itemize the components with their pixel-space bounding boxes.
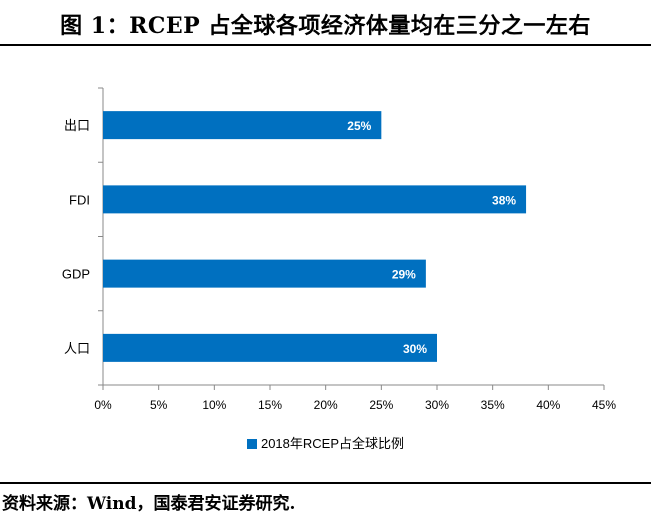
x-tick-label: 30% bbox=[425, 398, 449, 412]
bar bbox=[103, 111, 382, 140]
category-label: FDI bbox=[69, 192, 90, 207]
x-tick-label: 15% bbox=[258, 398, 282, 412]
data-label: 25% bbox=[347, 119, 371, 133]
data-label: 30% bbox=[403, 342, 427, 356]
x-tick-label: 25% bbox=[369, 398, 393, 412]
x-tick-label: 45% bbox=[592, 398, 616, 412]
bar bbox=[103, 185, 527, 214]
legend-label: 2018年RCEP占全球比例 bbox=[260, 436, 405, 451]
bar bbox=[103, 259, 426, 288]
x-tick-label: 40% bbox=[536, 398, 560, 412]
x-tick-label: 20% bbox=[314, 398, 338, 412]
x-tick-label: 5% bbox=[150, 398, 168, 412]
bar-chart: 出口 FDI GDP 人口 0% 5% 10% 15% 20% 25% 30% 35% 40% 45% 25… bbox=[62, 87, 616, 412]
source-rule bbox=[0, 482, 651, 484]
figure-title: 图 1：RCEP 占全球各项经济体量均在三分之一左右 bbox=[60, 13, 591, 39]
category-label: 人口 bbox=[64, 341, 90, 356]
title-rule bbox=[0, 44, 651, 46]
x-tick-label: 35% bbox=[481, 398, 505, 412]
legend-swatch bbox=[246, 439, 257, 449]
data-label: 38% bbox=[492, 193, 516, 207]
source-note: 资料来源：Wind，国泰君安证券研究. bbox=[2, 494, 296, 514]
data-label: 29% bbox=[392, 268, 416, 282]
x-tick-label: 10% bbox=[202, 398, 226, 412]
bar bbox=[103, 333, 437, 362]
category-label: GDP bbox=[62, 267, 90, 282]
x-tick-label: 0% bbox=[94, 398, 112, 412]
category-label: 出口 bbox=[64, 118, 90, 133]
chart-legend: 2018年RCEP占全球比例 bbox=[0, 433, 651, 452]
